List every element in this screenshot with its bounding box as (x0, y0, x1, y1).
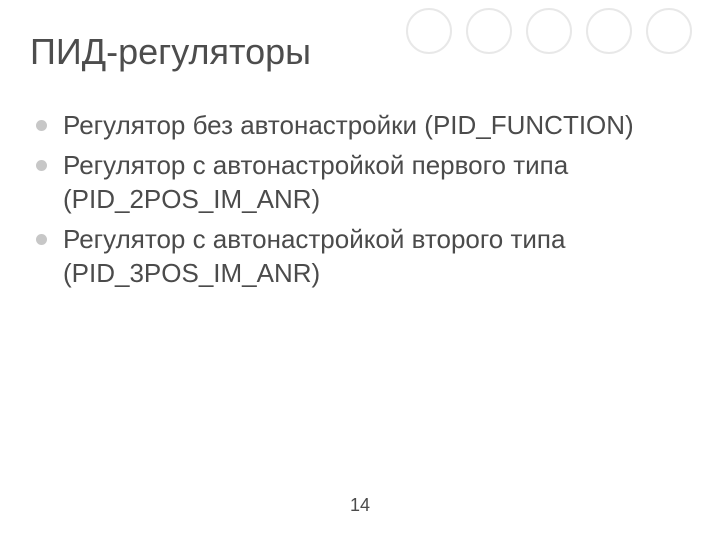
decorative-circle (586, 8, 632, 54)
bullet-text: Регулятор с автонастройкой второго типа … (63, 222, 676, 290)
bullet-dot-icon (36, 160, 47, 171)
bullet-list: Регулятор без автонастройки (PID_FUNCTIO… (36, 108, 676, 296)
decorative-circle (646, 8, 692, 54)
decorative-circle (526, 8, 572, 54)
bullet-dot-icon (36, 234, 47, 245)
decorative-circles (406, 8, 692, 54)
decorative-circle (466, 8, 512, 54)
list-item: Регулятор с автонастройкой второго типа … (36, 222, 676, 290)
bullet-text: Регулятор с автонастройкой первого типа … (63, 148, 676, 216)
list-item: Регулятор без автонастройки (PID_FUNCTIO… (36, 108, 676, 142)
bullet-dot-icon (36, 120, 47, 131)
page-number: 14 (0, 495, 720, 516)
slide-title: ПИД-регуляторы (30, 30, 311, 73)
decorative-circle (406, 8, 452, 54)
slide: ПИД-регуляторы Регулятор без автонастрой… (0, 0, 720, 540)
bullet-text: Регулятор без автонастройки (PID_FUNCTIO… (63, 108, 634, 142)
list-item: Регулятор с автонастройкой первого типа … (36, 148, 676, 216)
